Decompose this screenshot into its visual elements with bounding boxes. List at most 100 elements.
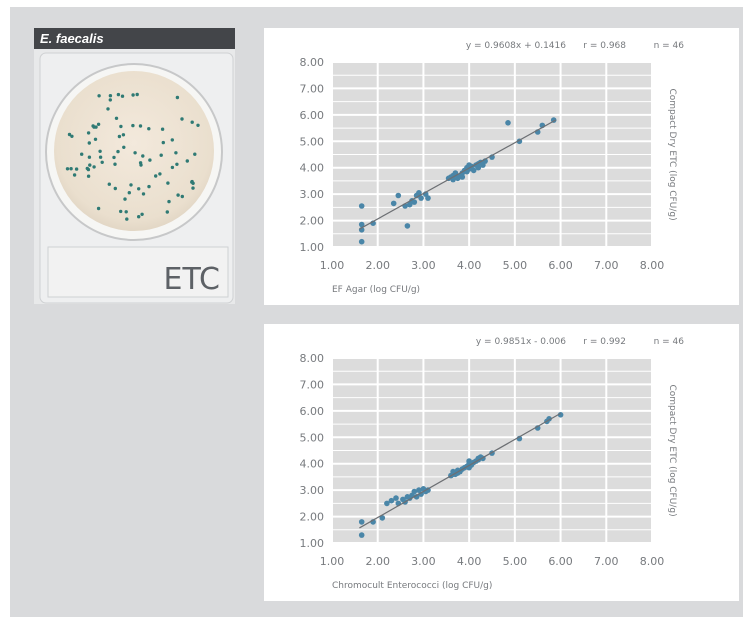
data-point [404, 223, 411, 229]
colony-dot [165, 210, 169, 214]
colony-dot [106, 107, 110, 111]
x-tick-label: 3.00 [411, 259, 436, 272]
colony-dot [125, 217, 129, 221]
colony-dot [87, 155, 92, 159]
y-tick-label: 8.00 [300, 56, 325, 69]
data-point [425, 195, 431, 201]
y-tick-label: 7.00 [300, 378, 325, 391]
colony-dot [196, 123, 200, 128]
colony-dot [141, 192, 146, 196]
data-point [390, 200, 397, 207]
colony-dot [112, 155, 116, 160]
colony-dot [119, 209, 123, 214]
x-tick-label: 2.00 [365, 259, 390, 272]
colony-dot [88, 163, 92, 167]
data-point [459, 174, 466, 180]
n-label: n = 46 [654, 337, 685, 347]
data-point [422, 488, 429, 495]
colony-dot [65, 167, 70, 171]
y-tick-label: 2.00 [300, 511, 325, 524]
grid-lines [331, 61, 653, 248]
colony-dot [137, 215, 141, 219]
data-point [384, 500, 390, 507]
colony-dot [167, 199, 171, 204]
colony-dot [67, 132, 72, 137]
colony-dot [190, 120, 194, 124]
trendline [359, 119, 557, 230]
scatter-chart-1: 1.00 2.00 3.00 4.00 5.00 6.00 7.00 8.00 1.00 2.0… [300, 41, 685, 295]
colony-dot [120, 94, 125, 98]
colony-dot [119, 124, 123, 129]
equation-label: y = 0.9851x - 0.006 [476, 337, 566, 347]
y-tick-label: 1.00 [300, 241, 325, 254]
photo-label: E. faecalis [34, 28, 235, 49]
y-tick-label: 3.00 [300, 484, 325, 497]
data-point [416, 190, 422, 196]
colony-dot [148, 158, 152, 162]
colony-dot [72, 173, 77, 177]
colony-dot [129, 183, 133, 187]
colony-dot [159, 153, 163, 157]
colony-dot [161, 140, 165, 145]
data-point [466, 458, 472, 464]
colony-dot [86, 131, 91, 135]
colony-dot [138, 124, 143, 128]
colony-dot [98, 149, 102, 153]
data-point [411, 488, 418, 495]
data-point [358, 519, 365, 525]
colony-dot [80, 152, 84, 156]
r-label: r = 0.992 [583, 337, 626, 347]
plate-photo: E. faecalis ETC [34, 28, 235, 304]
colony-dot [147, 184, 151, 189]
colony-dot [74, 167, 79, 171]
x-axis-label: EF Agar (log CFU/g) [332, 285, 420, 295]
colony-dot [131, 123, 135, 128]
colony-dot [170, 138, 174, 142]
colony-dot [108, 98, 113, 102]
data-point [418, 195, 424, 201]
data-point [358, 238, 365, 245]
x-tick-label: 5.00 [503, 259, 528, 272]
colony-dot [140, 212, 144, 216]
data-point [388, 497, 395, 504]
data-point [466, 162, 472, 168]
label-area [47, 246, 229, 298]
colony-dot [190, 179, 194, 184]
x-tick-label: 7.00 [594, 555, 619, 568]
colony-dot [98, 155, 103, 159]
data-point [379, 515, 386, 521]
data-point [393, 495, 399, 501]
x-tick-label: 5.00 [503, 555, 528, 568]
y-tick-label: 3.00 [300, 188, 325, 201]
n-label: n = 46 [654, 41, 685, 51]
colony-dot [87, 141, 91, 145]
colony-dot [93, 137, 98, 141]
x-tick-label: 1.00 [320, 259, 345, 272]
data-point [475, 164, 482, 171]
chart-panel-2: 1.00 2.00 3.00 4.00 5.00 6.00 7.00 8.00 1.00 2.0… [264, 324, 739, 601]
y-tick-label: 8.00 [300, 352, 325, 365]
grid-lines [331, 357, 653, 544]
data-point [358, 532, 365, 538]
y-tick-label: 5.00 [300, 135, 325, 148]
colony-dot [127, 191, 131, 195]
colony-dot [133, 151, 137, 155]
x-tick-labels: 1.00 2.00 3.00 4.00 5.00 6.00 7.00 8.00 [320, 555, 665, 568]
colony-dot [69, 167, 73, 171]
colony-dot [158, 172, 162, 176]
x-tick-label: 2.00 [365, 555, 390, 568]
data-point [470, 167, 477, 174]
y-axis-label: Compact Dry ETC (log CFU/g) [667, 88, 677, 220]
colony-dot [193, 152, 197, 156]
colony-dot [92, 165, 96, 169]
colony-dot [180, 194, 184, 199]
y-tick-labels: 1.00 2.00 3.00 4.00 5.00 6.00 7.00 8.00 [300, 352, 325, 550]
agar-surface [54, 71, 214, 231]
colony-dot [108, 94, 113, 98]
chart-panel-1: 1.00 2.00 3.00 4.00 5.00 6.00 7.00 8.00 1.00 2.0… [264, 28, 739, 305]
colony-dot [113, 186, 118, 191]
equation-label: y = 0.9608x + 0.1416 [466, 41, 566, 51]
colony-dot [185, 159, 189, 163]
data-point [413, 494, 420, 500]
colony-dot [141, 154, 145, 158]
